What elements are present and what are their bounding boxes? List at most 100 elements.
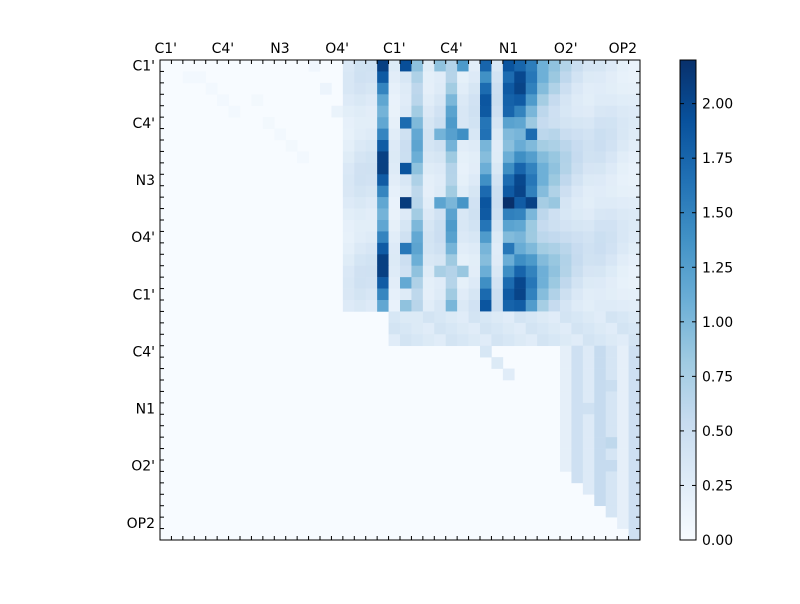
heatmap-cell: [491, 197, 504, 209]
heatmap-cell: [434, 311, 447, 324]
heatmap-cell: [617, 277, 629, 289]
heatmap-cell: [400, 140, 412, 152]
heatmap-cell: [354, 220, 367, 232]
heatmap-cell: [560, 357, 572, 369]
heatmap-cell: [594, 368, 607, 381]
heatmap-cell: [571, 71, 584, 84]
heatmap-cell: [342, 162, 355, 175]
heatmap-cell: [548, 128, 561, 141]
heatmap-cell: [628, 437, 641, 449]
heatmap-cell: [628, 128, 641, 141]
heatmap-cell: [525, 288, 538, 301]
heatmap-cell: [537, 322, 549, 335]
heatmap-cell: [617, 437, 629, 449]
heatmap-cell: [468, 334, 481, 347]
heatmap-cell: [491, 185, 504, 198]
heatmap-cell: [377, 254, 389, 267]
heatmap-cell: [628, 60, 641, 72]
heatmap-cell: [377, 220, 389, 232]
heatmap-cell: [354, 288, 367, 301]
heatmap-cell: [617, 231, 629, 244]
heatmap-cell: [605, 162, 618, 175]
heatmap-cell: [514, 334, 527, 347]
heatmap-cell: [365, 197, 378, 209]
heatmap-cell: [560, 231, 572, 244]
heatmap-cell: [457, 322, 469, 335]
heatmap-cell: [560, 448, 572, 461]
heatmap-cell: [605, 414, 618, 427]
heatmap-cell: [388, 185, 401, 198]
heatmap-cell: [388, 197, 401, 209]
heatmap-cell: [525, 220, 538, 232]
heatmap-cell: [445, 117, 458, 129]
heatmap-cell: [582, 345, 595, 358]
heatmap-cell: [628, 162, 641, 175]
heatmap-cell: [274, 128, 287, 141]
heatmap-cell: [582, 391, 595, 404]
heatmap-cell: [594, 94, 607, 107]
heatmap-cell: [445, 197, 458, 209]
heatmap-cell: [422, 208, 435, 221]
heatmap-cell: [388, 208, 401, 221]
heatmap-cell: [537, 128, 549, 141]
heatmap-cell: [582, 368, 595, 381]
heatmap-cell: [537, 162, 549, 175]
heatmap-cell: [502, 197, 515, 209]
heatmap-cell: [445, 311, 458, 324]
heatmap-cell: [480, 265, 492, 278]
heatmap-cell: [388, 231, 401, 244]
heatmap-cell: [571, 322, 584, 335]
heatmap-cell: [422, 265, 435, 278]
heatmap-cell: [365, 140, 378, 152]
heatmap-cell: [617, 82, 629, 95]
heatmap-cell: [480, 220, 492, 232]
heatmap-cell: [388, 300, 401, 312]
heatmap-cell: [514, 208, 527, 221]
heatmap-cell: [422, 197, 435, 209]
heatmap-cell: [605, 448, 618, 461]
heatmap-cell: [502, 242, 515, 255]
heatmap-cell: [354, 197, 367, 209]
heatmap-cell: [411, 242, 424, 255]
heatmap-cell: [400, 208, 412, 221]
heatmap-cell: [365, 208, 378, 221]
heatmap-cell: [342, 265, 355, 278]
heatmap-cell: [571, 357, 584, 369]
heatmap-cell: [514, 311, 527, 324]
heatmap-cell: [457, 105, 469, 118]
heatmap-cell: [514, 128, 527, 141]
heatmap-cell: [617, 505, 629, 518]
heatmap-cell: [434, 71, 447, 84]
heatmap-cell: [377, 231, 389, 244]
colorbar-tick-label: 0.75: [702, 369, 733, 385]
heatmap-cell: [594, 151, 607, 164]
heatmap-cell: [594, 357, 607, 369]
heatmap-cell: [594, 494, 607, 507]
heatmap-cell: [537, 140, 549, 152]
heatmap-cell: [422, 311, 435, 324]
heatmap-cell: [628, 414, 641, 427]
heatmap-cell: [571, 162, 584, 175]
heatmap-cell: [388, 105, 401, 118]
heatmap-cell: [411, 334, 424, 347]
heatmap-cell: [457, 60, 469, 72]
heatmap-cell: [468, 208, 481, 221]
heatmap-cell: [491, 94, 504, 107]
heatmap-cell: [514, 151, 527, 164]
heatmap-cell: [548, 311, 561, 324]
heatmap-cell: [251, 94, 264, 107]
heatmap-cell: [560, 345, 572, 358]
heatmap-cell: [617, 71, 629, 84]
heatmap-cell: [617, 300, 629, 312]
heatmap-cell: [594, 220, 607, 232]
heatmap-cell: [628, 505, 641, 518]
heatmap-cell: [605, 437, 618, 449]
heatmap-cell: [342, 288, 355, 301]
heatmap-cell: [605, 505, 618, 518]
heatmap-cell: [571, 368, 584, 381]
heatmap-cell: [525, 322, 538, 335]
heatmap-cell: [617, 94, 629, 107]
heatmap-cell: [582, 254, 595, 267]
heatmap-cell: [525, 105, 538, 118]
heatmap-cell: [628, 220, 641, 232]
